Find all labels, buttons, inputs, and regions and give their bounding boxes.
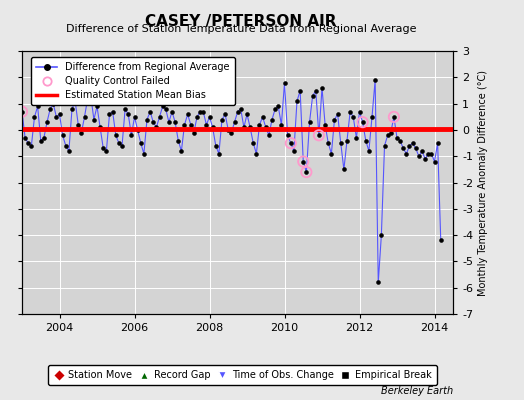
Point [315, 132, 323, 138]
Point [390, 114, 398, 120]
Point [358, 119, 367, 125]
Text: Difference of Station Temperature Data from Regional Average: Difference of Station Temperature Data f… [66, 24, 416, 34]
Text: CASEY /PETERSON AIR: CASEY /PETERSON AIR [145, 14, 337, 29]
Legend: Station Move, Record Gap, Time of Obs. Change, Empirical Break: Station Move, Record Gap, Time of Obs. C… [48, 365, 436, 385]
Point [299, 158, 308, 165]
Y-axis label: Monthly Temperature Anomaly Difference (°C): Monthly Temperature Anomaly Difference (… [477, 70, 487, 296]
Point [18, 108, 26, 115]
Point [287, 140, 295, 146]
Point [302, 169, 311, 175]
Legend: Difference from Regional Average, Quality Control Failed, Estimated Station Mean: Difference from Regional Average, Qualit… [31, 57, 235, 105]
Text: Berkeley Earth: Berkeley Earth [381, 386, 453, 396]
